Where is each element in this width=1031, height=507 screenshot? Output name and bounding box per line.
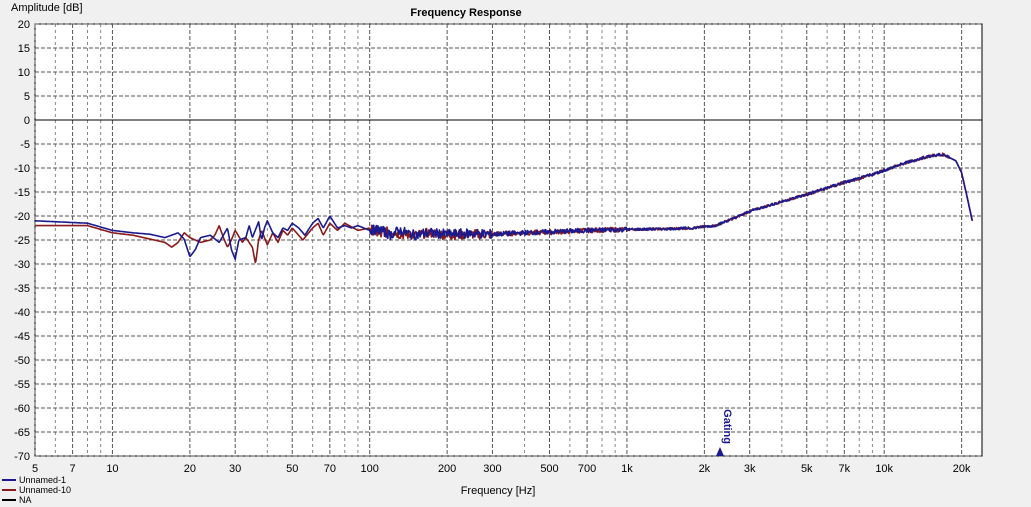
legend-item-na[interactable]: NA	[2, 495, 71, 505]
legend-item-unnamed-1[interactable]: Unnamed-1	[2, 475, 71, 485]
gating-arrow-icon[interactable]	[715, 447, 724, 456]
y-tick-label: -50	[14, 355, 30, 367]
x-tick-label: 7	[70, 463, 76, 475]
y-tick-label: -40	[14, 307, 30, 319]
x-axis-label: Frequency [Hz]	[461, 485, 536, 497]
y-tick-label: 15	[18, 43, 30, 55]
legend-item-unnamed-10[interactable]: Unnamed-10	[2, 485, 71, 495]
y-tick-label: 5	[24, 91, 30, 103]
y-axis-label: Amplitude [dB]	[11, 2, 83, 14]
x-tick-label: 3k	[744, 463, 756, 475]
x-tick-label: 5	[32, 463, 38, 475]
y-tick-label: 0	[24, 115, 30, 127]
series-line-unnamed-1	[34, 152, 974, 261]
y-tick-label: -10	[14, 163, 30, 175]
y-tick-label: -60	[14, 403, 30, 415]
x-tick-label: 70	[324, 463, 336, 475]
legend-swatch	[2, 489, 16, 491]
y-tick-label: -15	[14, 187, 30, 199]
x-tick-label: 700	[578, 463, 596, 475]
y-tick-label: 20	[18, 19, 30, 31]
y-tick-label: -30	[14, 259, 30, 271]
x-tick-label: 20	[184, 463, 196, 475]
legend-label: Unnamed-10	[19, 485, 72, 495]
legend-swatch	[2, 479, 16, 481]
y-tick-label: -5	[20, 139, 30, 151]
x-tick-label: 5k	[801, 463, 813, 475]
x-tick-label: 500	[540, 463, 558, 475]
legend-swatch	[2, 499, 16, 501]
x-tick-label: 200	[438, 463, 456, 475]
series-layer	[34, 152, 974, 264]
chart-title: Frequency Response	[410, 7, 521, 19]
x-tick-label: 1k	[621, 463, 633, 475]
x-tick-label: 7k	[839, 463, 851, 475]
y-tick-label: -20	[14, 211, 30, 223]
x-tick-label: 2k	[699, 463, 711, 475]
y-tick-label: -55	[14, 379, 30, 391]
major-grid	[34, 23, 982, 457]
x-tick-label: 10	[106, 463, 118, 475]
x-tick-label: 10k	[875, 463, 893, 475]
gating-label: Gating	[721, 409, 733, 444]
x-tick-label: 50	[286, 463, 298, 475]
legend-label: Unnamed-1	[19, 475, 67, 485]
y-tick-label: -65	[14, 427, 30, 439]
tick-labels: 20151050-5-10-15-20-25-30-35-40-45-50-55…	[14, 19, 971, 475]
x-tick-label: 100	[361, 463, 379, 475]
y-tick-label: -25	[14, 235, 30, 247]
y-tick-label: -35	[14, 283, 30, 295]
x-tick-label: 20k	[953, 463, 971, 475]
y-tick-label: 10	[18, 67, 30, 79]
x-tick-label: 300	[483, 463, 501, 475]
y-tick-label: -45	[14, 331, 30, 343]
legend: Unnamed-1 Unnamed-10 NA	[2, 475, 71, 505]
gating-marker: Gating	[715, 409, 733, 456]
y-tick-label: -70	[14, 451, 30, 463]
x-tick-label: 30	[229, 463, 241, 475]
legend-label: NA	[19, 495, 32, 505]
